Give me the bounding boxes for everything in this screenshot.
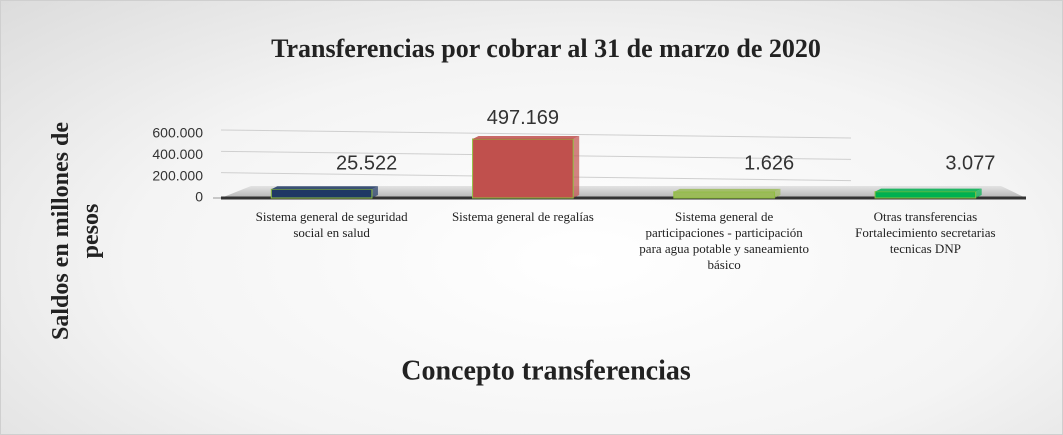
data-label: 497.169: [487, 107, 559, 129]
bar: [874, 191, 977, 199]
bar-side: [975, 188, 982, 198]
bar-top: [673, 188, 781, 192]
y-tick-label: 0: [195, 189, 203, 205]
data-label: 25.522: [336, 152, 397, 174]
y-axis-title: Saldos en millones de pesos: [48, 122, 104, 340]
bar-top: [875, 188, 982, 192]
data-label: 3.077: [945, 152, 995, 174]
x-tick-label: Sistema general de participaciones - par…: [639, 209, 809, 272]
x-axis-title: Concepto transferencias: [401, 355, 691, 386]
y-tick-label: 200.000: [152, 167, 203, 183]
bar-top: [472, 135, 580, 139]
bar-side: [774, 188, 781, 198]
bar: [472, 138, 574, 199]
grid-line: [220, 129, 852, 139]
chart-title: Transferencias por cobrar al 31 de marzo…: [271, 34, 821, 63]
bar-top: [271, 186, 378, 190]
x-tick-label: Sistema general de regalías: [451, 209, 594, 224]
data-label: 1.626: [744, 152, 794, 174]
x-tick-label: Sistema general de seguridad social en s…: [255, 209, 408, 240]
x-tick-label: Otras transferencias Fortalecimiento sec…: [855, 209, 996, 256]
floor: [221, 186, 1026, 198]
bar: [270, 188, 373, 199]
y-tick-label: 400.000: [152, 146, 203, 162]
bar: [673, 191, 775, 199]
bar-side: [371, 186, 378, 198]
y-tick-label: 600.000: [152, 125, 203, 141]
bar-side: [573, 135, 580, 198]
